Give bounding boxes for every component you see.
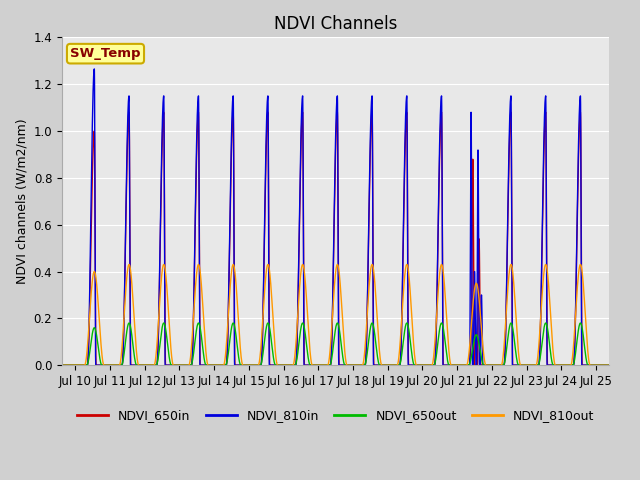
NDVI_650out	[605, 362, 613, 368]
NDVI_650in	[464, 362, 472, 368]
NDVI_810out	[464, 359, 472, 365]
NDVI_650out	[382, 362, 390, 368]
NDVI_810out	[493, 362, 501, 368]
Line: NDVI_810out: NDVI_810out	[62, 264, 609, 365]
NDVI_810out	[86, 314, 93, 320]
NDVI_650out	[406, 334, 413, 339]
NDVI_650in	[256, 362, 264, 368]
NDVI_650out	[464, 362, 472, 368]
NDVI_810in	[406, 362, 413, 368]
NDVI_810out	[382, 362, 390, 368]
NDVI_650in	[605, 362, 613, 368]
NDVI_810in	[257, 362, 264, 368]
NDVI_810out	[403, 262, 411, 267]
NDVI_650out	[403, 320, 411, 326]
Legend: NDVI_650in, NDVI_810in, NDVI_650out, NDVI_810out: NDVI_650in, NDVI_810in, NDVI_650out, NDV…	[72, 404, 600, 427]
Text: SW_Temp: SW_Temp	[70, 47, 141, 60]
NDVI_650in	[86, 311, 93, 317]
Line: NDVI_810in: NDVI_810in	[62, 69, 609, 365]
NDVI_650in	[406, 362, 413, 368]
NDVI_650out	[493, 362, 501, 368]
NDVI_810out	[256, 353, 264, 359]
Title: NDVI Channels: NDVI Channels	[274, 15, 397, 33]
NDVI_650out	[256, 362, 264, 368]
NDVI_810out	[58, 362, 66, 368]
NDVI_810in	[86, 298, 93, 303]
NDVI_810in	[493, 362, 501, 368]
NDVI_650out	[86, 351, 93, 357]
NDVI_810in	[382, 362, 390, 368]
NDVI_810in	[58, 362, 66, 368]
NDVI_810out	[406, 283, 413, 288]
NDVI_810out	[605, 362, 613, 368]
NDVI_650out	[58, 362, 66, 368]
NDVI_650in	[382, 362, 390, 368]
Line: NDVI_650in: NDVI_650in	[62, 112, 609, 365]
NDVI_810in	[464, 362, 472, 368]
NDVI_650in	[403, 109, 411, 115]
NDVI_810in	[605, 362, 613, 368]
Line: NDVI_650out: NDVI_650out	[62, 323, 609, 365]
NDVI_650in	[58, 362, 66, 368]
NDVI_810in	[90, 66, 98, 72]
Y-axis label: NDVI channels (W/m2/nm): NDVI channels (W/m2/nm)	[15, 119, 28, 284]
NDVI_650in	[493, 362, 501, 368]
